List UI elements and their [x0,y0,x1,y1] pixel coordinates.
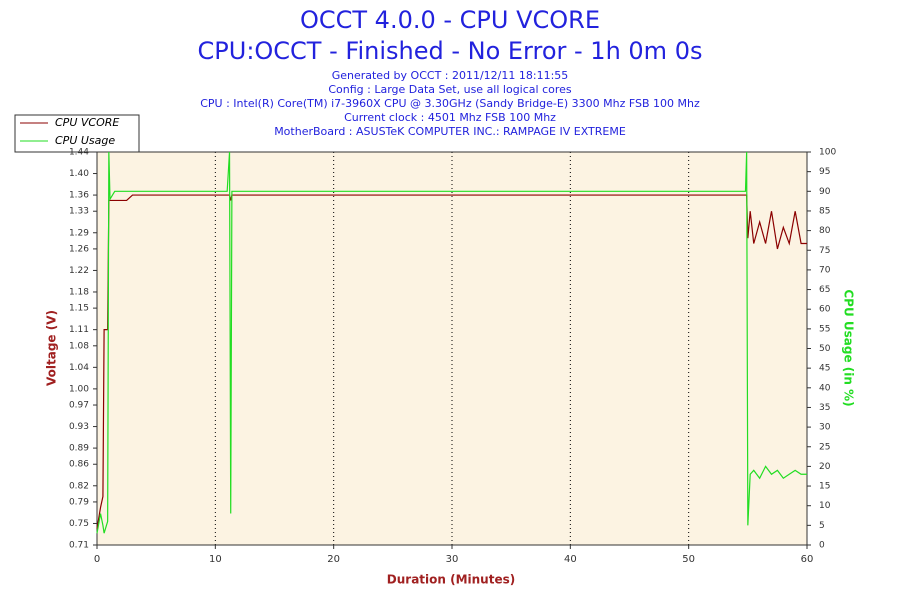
legend-label: CPU VCORE [55,116,119,129]
info-line: Current clock : 4501 Mhz FSB 100 Mhz [344,111,556,124]
y-tick-label: 1.44 [69,148,89,158]
y-tick-label: 1.18 [69,287,89,297]
y-tick-label: 1.08 [69,341,89,351]
legend-label: CPU Usage [55,134,115,147]
y2-tick-label: 10 [819,501,831,511]
y2-tick-label: 60 [819,305,831,315]
info-line: MotherBoard : ASUSTeK COMPUTER INC.: RAM… [274,125,626,138]
y2-tick-label: 5 [819,521,825,531]
y-tick-label: 1.22 [69,266,89,276]
y2-tick-label: 0 [819,541,825,551]
chart-title: OCCT 4.0.0 - CPU VCORE [300,6,600,34]
y-tick-label: 1.29 [69,228,89,238]
y2-tick-label: 100 [819,148,836,158]
y2-tick-label: 25 [819,442,830,452]
info-line: Generated by OCCT : 2011/12/11 18:11:55 [332,69,569,82]
x-tick-label: 10 [209,554,222,565]
y2-axis-title: CPU Usage (in %) [842,289,856,406]
y-tick-label: 0.86 [69,460,89,470]
x-tick-label: 40 [564,554,577,565]
y2-tick-label: 40 [819,383,831,393]
y-axis-title: Voltage (V) [45,310,59,386]
y-tick-label: 1.40 [69,169,89,179]
series-line [96,151,807,534]
y2-tick-label: 55 [819,324,830,334]
y2-tick-label: 75 [819,246,830,256]
y-tick-label: 0.97 [69,401,89,411]
y2-tick-label: 80 [819,226,831,236]
y-tick-label: 0.93 [69,422,89,432]
y2-tick-label: 30 [819,423,831,433]
y2-tick-label: 90 [819,187,831,197]
plot-frame [96,151,808,546]
y-tick-label: 0.82 [69,481,89,491]
info-line: CPU : Intel(R) Core(TM) i7-3960X CPU @ 3… [200,97,700,110]
y2-tick-label: 65 [819,285,830,295]
x-tick-label: 30 [446,554,459,565]
y2-tick-label: 95 [819,167,830,177]
y2-tick-label: 70 [819,265,831,275]
y-tick-label: 0.75 [69,519,89,529]
y2-tick-label: 85 [819,206,830,216]
y2-tick-label: 50 [819,344,831,354]
y-tick-label: 1.00 [69,384,89,394]
x-tick-label: 0 [94,554,100,565]
chart-subtitle: CPU:OCCT - Finished - No Error - 1h 0m 0… [198,37,703,65]
y-tick-label: 1.15 [69,304,89,314]
y-tick-label: 1.26 [69,244,89,254]
x-tick-label: 50 [682,554,695,565]
y2-tick-label: 20 [819,462,831,472]
series-line [96,194,807,529]
x-tick-label: 60 [801,554,814,565]
y-tick-label: 1.11 [69,325,89,335]
x-axis-title: Duration (Minutes) [387,573,515,587]
y-tick-label: 0.71 [69,541,89,551]
y2-tick-label: 35 [819,403,830,413]
legend [14,114,140,153]
y-tick-label: 1.36 [69,191,89,201]
y-tick-label: 0.89 [69,444,89,454]
info-line: Config : Large Data Set, use all logical… [328,83,572,96]
y2-tick-label: 15 [819,482,830,492]
y-tick-label: 0.79 [69,497,89,507]
y-tick-label: 1.04 [69,363,89,373]
y-tick-label: 1.33 [69,207,89,217]
y2-tick-label: 45 [819,364,830,374]
x-tick-label: 20 [327,554,340,565]
